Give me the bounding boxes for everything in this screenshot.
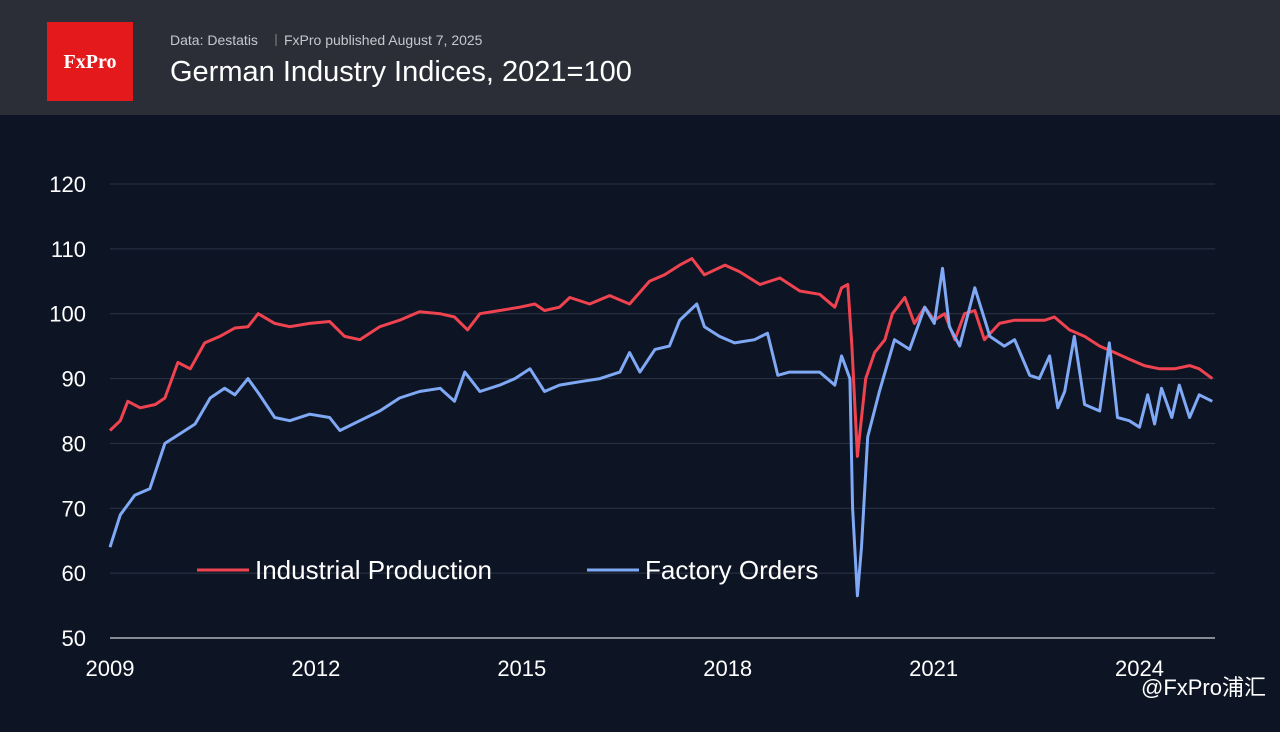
- y-tick-label: 120: [49, 172, 86, 197]
- y-tick-label: 50: [62, 626, 86, 651]
- legend-label: Factory Orders: [645, 555, 818, 585]
- legend-label: Industrial Production: [255, 555, 492, 585]
- x-tick-label: 2018: [703, 656, 752, 681]
- y-tick-label: 110: [51, 237, 86, 262]
- y-tick-label: 70: [62, 496, 86, 521]
- y-tick-label: 80: [62, 431, 86, 456]
- x-tick-label: 2024: [1115, 656, 1164, 681]
- series-line: [108, 257, 1214, 458]
- x-tick-label: 2009: [86, 656, 135, 681]
- logo-text: FxPro: [64, 51, 117, 73]
- watermark: @FxPro浦汇: [1141, 675, 1266, 700]
- chart-title: German Industry Indices, 2021=100: [170, 56, 632, 88]
- x-tick-label: 2015: [497, 656, 546, 681]
- x-tick-label: 2012: [291, 656, 340, 681]
- series-line: [108, 266, 1213, 598]
- y-tick-label: 90: [62, 367, 86, 392]
- y-tick-label: 60: [62, 561, 86, 586]
- logo: [47, 22, 133, 101]
- source: Data: Destatis: [170, 32, 258, 48]
- published: FxPro published August 7, 2025: [284, 32, 483, 48]
- y-tick-label: 100: [49, 302, 86, 327]
- header: [0, 0, 1280, 115]
- x-tick-label: 2021: [909, 656, 958, 681]
